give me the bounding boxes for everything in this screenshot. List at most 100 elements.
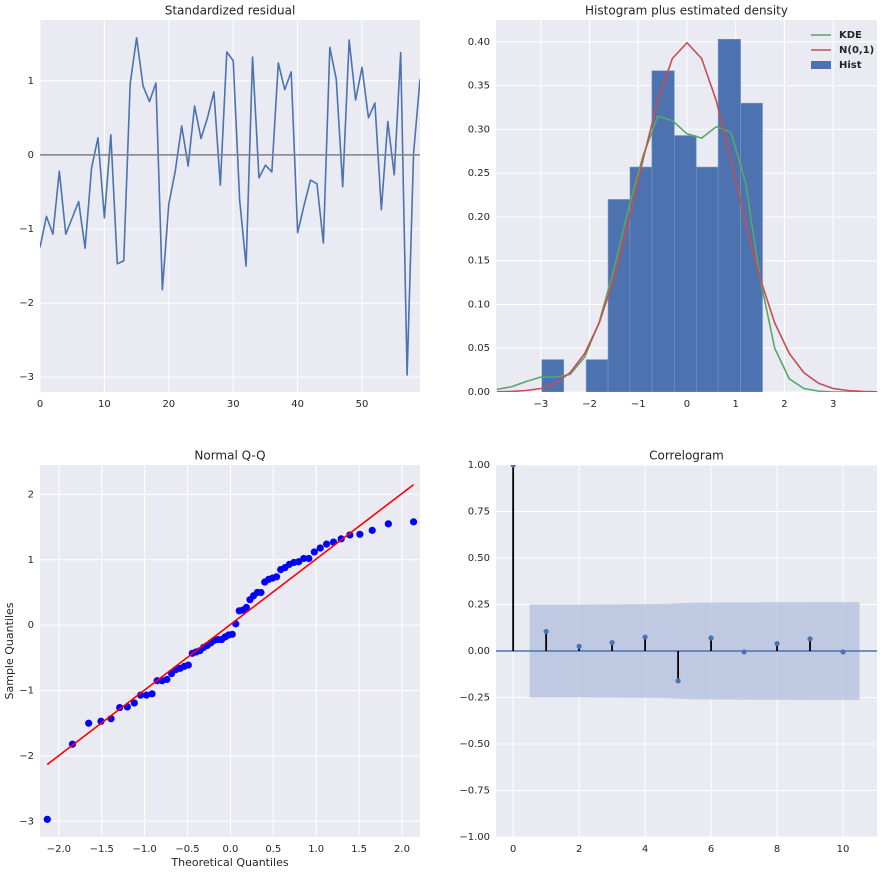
x-tick-label: −2 <box>582 399 597 410</box>
stem-marker <box>510 465 516 468</box>
y-tick-label: −2 <box>19 298 34 309</box>
stem-marker <box>774 640 780 647</box>
stem-marker <box>642 634 648 640</box>
x-tick-label: 40 <box>291 399 304 410</box>
y-tick-label: 1 <box>28 76 34 87</box>
x-tick-label: −1.0 <box>133 844 157 855</box>
subplot: −2.0 −1.5 −1.0 −0.5 0.0 0.5 1.0 1.5 2.0 −3 −2 −1 0 1 2… <box>3 449 420 869</box>
y-tick-label: 0.20 <box>468 212 490 223</box>
reference-line <box>46 483 415 766</box>
x-tick-label: 0 <box>37 399 43 410</box>
stem-marker <box>840 649 846 655</box>
hist-bar <box>717 38 741 392</box>
y-tick-label: 2 <box>28 489 34 500</box>
qq-point <box>322 540 331 548</box>
x-tick-label: −1 <box>631 399 646 410</box>
y-tick-label: −3 <box>19 816 34 827</box>
x-tick-label: 1.5 <box>351 844 367 855</box>
x-tick-label: 0.5 <box>265 844 281 855</box>
plot-area <box>496 20 877 392</box>
y-tick-label: −0.25 <box>459 693 490 704</box>
qq-point <box>316 544 324 552</box>
y-tick-label: −1.00 <box>459 832 490 843</box>
qq-point <box>148 690 156 698</box>
qq-point <box>300 554 308 563</box>
x-tick-label: 10 <box>98 399 111 410</box>
stem-marker <box>708 635 714 641</box>
qq-point <box>43 815 51 823</box>
density-line <box>496 115 877 392</box>
qq-point <box>384 520 392 528</box>
legend-label: Hist <box>839 60 862 71</box>
subplot-title: Histogram plus estimated density <box>585 4 788 18</box>
y-tick-label: 0.35 <box>468 81 490 92</box>
x-tick-label: −1.5 <box>90 844 114 855</box>
qq-point <box>97 717 105 725</box>
subplot-title: Standardized residual <box>165 4 296 18</box>
plot-area <box>40 465 420 837</box>
x-tick-label: 2 <box>576 844 582 855</box>
y-tick-label: −2 <box>19 751 34 762</box>
legend-swatch <box>811 61 831 69</box>
x-tick-label: 0 <box>684 399 690 410</box>
subplot-title: Correlogram <box>649 449 724 463</box>
legend-label: N(0,1) <box>839 45 874 56</box>
y-tick-label: 0.50 <box>468 553 490 564</box>
qq-point <box>305 554 313 563</box>
subplot-title: Normal Q-Q <box>194 449 265 463</box>
hist-bar <box>651 70 675 392</box>
y-tick-label: −1 <box>19 686 34 697</box>
x-tick-label: 30 <box>227 399 240 410</box>
y-tick-label: 0.30 <box>468 124 490 135</box>
hist-bar <box>695 166 719 392</box>
x-tick-label: −0.5 <box>175 844 199 855</box>
x-tick-label: 10 <box>837 844 850 855</box>
legend-label: KDE <box>839 30 862 41</box>
y-tick-label: 0.05 <box>468 343 490 354</box>
stem-marker <box>675 678 681 684</box>
qq-point <box>356 530 364 538</box>
x-tick-label: 1.0 <box>308 844 324 855</box>
x-tick-label: 6 <box>708 844 714 855</box>
x-tick-label: 2.0 <box>394 844 410 855</box>
x-tick-label: −2.0 <box>47 844 71 855</box>
y-tick-label: 0.25 <box>468 168 490 179</box>
qq-point <box>116 703 124 712</box>
qq-point <box>257 588 265 597</box>
subplot: −3 −2 −1 0 1 2 3 0.00 0.05 0.10 0.15 0.20 0.25 0.30 0.… <box>468 4 877 410</box>
stem-marker <box>807 636 813 642</box>
stem-marker <box>609 640 615 646</box>
y-tick-label: 0.00 <box>468 646 490 657</box>
y-tick-label: 0.10 <box>468 299 490 310</box>
x-axis-label: Theoretical Quantiles <box>170 856 288 869</box>
qq-point <box>242 603 250 612</box>
qq-point <box>137 691 145 699</box>
stem-marker <box>543 628 549 635</box>
qq-point <box>368 526 376 534</box>
y-tick-label: −1 <box>19 224 34 235</box>
stem-marker <box>576 643 582 649</box>
y-tick-label: 0.00 <box>468 387 490 398</box>
stem-marker <box>741 649 747 655</box>
x-tick-label: 20 <box>162 399 175 410</box>
y-tick-label: −3 <box>19 372 34 383</box>
plot-area <box>40 20 420 392</box>
x-tick-label: 0 <box>510 844 516 855</box>
y-axis-label: Sample Quantiles <box>3 602 16 699</box>
qq-point <box>85 719 93 727</box>
x-tick-label: 1 <box>733 399 739 410</box>
residual-line <box>40 36 420 376</box>
y-tick-label: 0.15 <box>468 256 490 267</box>
qq-point <box>346 531 354 539</box>
qq-point <box>142 691 151 699</box>
plot-area <box>496 465 877 837</box>
y-tick-label: 0.75 <box>468 507 490 518</box>
y-tick-label: 0 <box>28 150 34 161</box>
y-tick-label: −0.50 <box>459 739 490 750</box>
hist-bar <box>674 135 697 392</box>
qq-point <box>163 675 171 684</box>
subplot: 0 10 20 30 40 50 −3 −2 −1 0 1 Standardized residual <box>19 4 420 410</box>
y-tick-label: 0.40 <box>468 37 490 48</box>
x-tick-label: −3 <box>533 399 548 410</box>
